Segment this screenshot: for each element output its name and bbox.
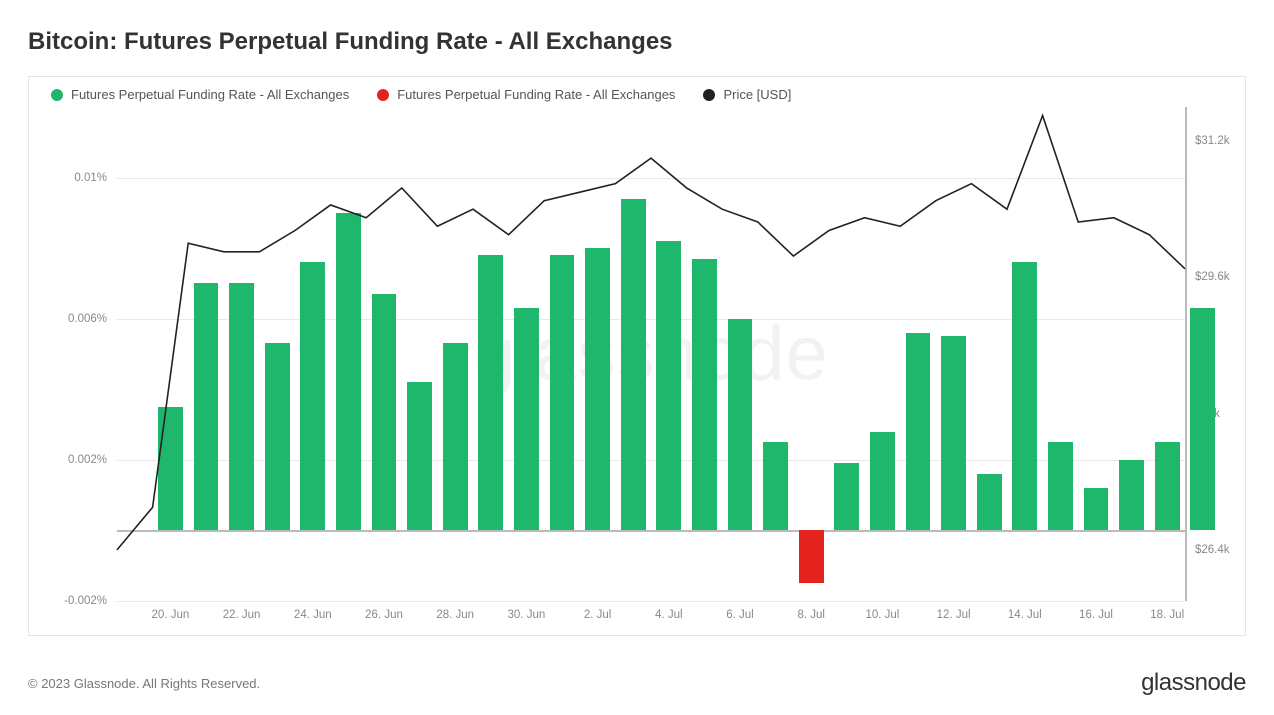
x-axis-label: 16. Jul: [1079, 601, 1113, 621]
legend-dot-price-icon: [703, 89, 715, 101]
x-axis-label: 8. Jul: [797, 601, 825, 621]
legend-item-negative: Futures Perpetual Funding Rate - All Exc…: [377, 87, 675, 102]
x-axis-label: 30. Jun: [508, 601, 546, 621]
y-axis-left-label: 0.002%: [68, 454, 117, 466]
bar: [1190, 308, 1215, 530]
price-line: [117, 107, 1185, 601]
legend-item-price: Price [USD]: [703, 87, 791, 102]
x-axis-label: 26. Jun: [365, 601, 403, 621]
copyright-text: © 2023 Glassnode. All Rights Reserved.: [28, 676, 260, 691]
x-axis-label: 20. Jun: [152, 601, 190, 621]
legend-label-negative: Futures Perpetual Funding Rate - All Exc…: [397, 87, 675, 102]
y-axis-right-label: $26.4k: [1185, 544, 1230, 556]
y-axis-right-label: $31.2k: [1185, 135, 1230, 147]
y-axis-left-label: -0.002%: [64, 595, 117, 607]
plot-area: glassnode -0.002%0.002%0.006%0.01%$26.4k…: [117, 107, 1187, 601]
legend: Futures Perpetual Funding Rate - All Exc…: [51, 87, 791, 102]
legend-dot-positive-icon: [51, 89, 63, 101]
y-axis-left-label: 0.01%: [74, 172, 117, 184]
legend-item-positive: Futures Perpetual Funding Rate - All Exc…: [51, 87, 349, 102]
x-axis-label: 2. Jul: [584, 601, 612, 621]
brand-logo: glassnode: [1141, 669, 1246, 697]
x-axis-label: 18. Jul: [1150, 601, 1184, 621]
legend-dot-negative-icon: [377, 89, 389, 101]
x-axis-label: 10. Jul: [865, 601, 899, 621]
legend-label-positive: Futures Perpetual Funding Rate - All Exc…: [71, 87, 349, 102]
x-axis-label: 22. Jun: [223, 601, 261, 621]
x-axis-label: 6. Jul: [726, 601, 754, 621]
footer: © 2023 Glassnode. All Rights Reserved. g…: [28, 669, 1246, 697]
chart-title: Bitcoin: Futures Perpetual Funding Rate …: [28, 28, 1246, 56]
x-axis-label: 24. Jun: [294, 601, 332, 621]
x-axis-label: 12. Jul: [937, 601, 971, 621]
chart-panel: Futures Perpetual Funding Rate - All Exc…: [28, 76, 1246, 636]
x-axis-label: 14. Jul: [1008, 601, 1042, 621]
y-axis-right-label: $29.6k: [1185, 271, 1230, 283]
y-axis-left-label: 0.006%: [68, 313, 117, 325]
legend-label-price: Price [USD]: [723, 87, 791, 102]
x-axis-label: 4. Jul: [655, 601, 683, 621]
chart-container: Bitcoin: Futures Perpetual Funding Rate …: [0, 0, 1274, 715]
x-axis-label: 28. Jun: [436, 601, 474, 621]
